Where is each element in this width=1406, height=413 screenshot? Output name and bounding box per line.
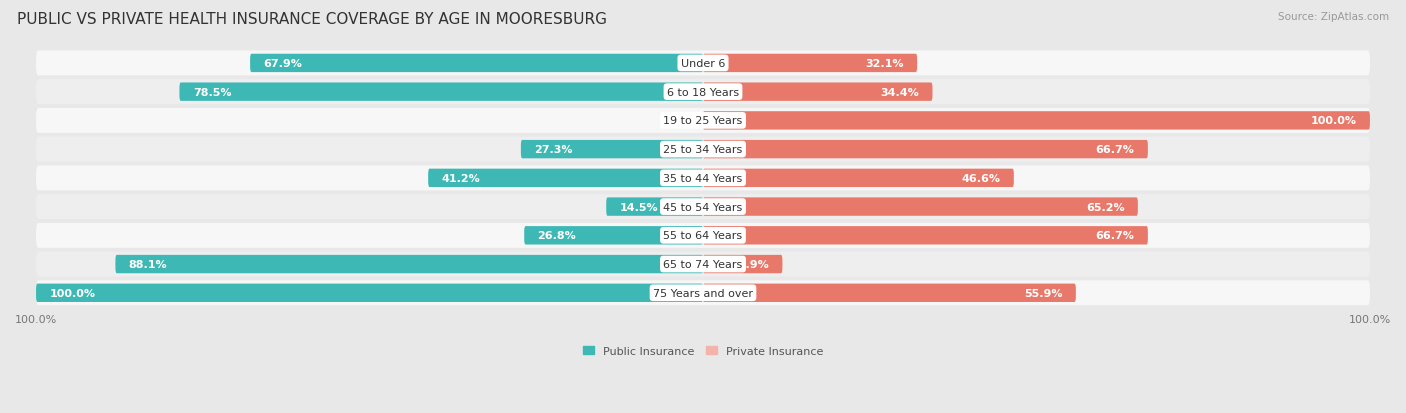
FancyBboxPatch shape: [37, 51, 1369, 76]
Text: 46.6%: 46.6%: [962, 173, 1001, 183]
Text: 27.3%: 27.3%: [534, 145, 572, 155]
FancyBboxPatch shape: [429, 169, 703, 188]
Text: 25 to 34 Years: 25 to 34 Years: [664, 145, 742, 155]
Text: 34.4%: 34.4%: [880, 88, 920, 97]
FancyBboxPatch shape: [37, 166, 1369, 191]
Text: PUBLIC VS PRIVATE HEALTH INSURANCE COVERAGE BY AGE IN MOORESBURG: PUBLIC VS PRIVATE HEALTH INSURANCE COVER…: [17, 12, 607, 27]
FancyBboxPatch shape: [703, 140, 1147, 159]
Text: 0.0%: 0.0%: [661, 116, 690, 126]
FancyBboxPatch shape: [703, 112, 1369, 130]
Text: 41.2%: 41.2%: [441, 173, 481, 183]
FancyBboxPatch shape: [180, 83, 703, 102]
Text: Under 6: Under 6: [681, 59, 725, 69]
FancyBboxPatch shape: [703, 55, 917, 73]
Text: 66.7%: 66.7%: [1095, 145, 1135, 155]
Text: 32.1%: 32.1%: [865, 59, 904, 69]
Text: 100.0%: 100.0%: [49, 288, 96, 298]
FancyBboxPatch shape: [37, 109, 1369, 133]
Text: 35 to 44 Years: 35 to 44 Years: [664, 173, 742, 183]
FancyBboxPatch shape: [703, 83, 932, 102]
Text: 26.8%: 26.8%: [537, 231, 576, 241]
FancyBboxPatch shape: [703, 284, 1076, 302]
Text: 67.9%: 67.9%: [263, 59, 302, 69]
FancyBboxPatch shape: [37, 195, 1369, 220]
FancyBboxPatch shape: [115, 255, 703, 273]
Text: 6 to 18 Years: 6 to 18 Years: [666, 88, 740, 97]
Text: 14.5%: 14.5%: [620, 202, 658, 212]
Text: Source: ZipAtlas.com: Source: ZipAtlas.com: [1278, 12, 1389, 22]
Text: 78.5%: 78.5%: [193, 88, 232, 97]
FancyBboxPatch shape: [703, 169, 1014, 188]
FancyBboxPatch shape: [606, 198, 703, 216]
Text: 55.9%: 55.9%: [1024, 288, 1063, 298]
FancyBboxPatch shape: [703, 227, 1147, 245]
FancyBboxPatch shape: [250, 55, 703, 73]
FancyBboxPatch shape: [520, 140, 703, 159]
FancyBboxPatch shape: [37, 284, 703, 302]
FancyBboxPatch shape: [37, 137, 1369, 162]
FancyBboxPatch shape: [37, 252, 1369, 277]
Text: 19 to 25 Years: 19 to 25 Years: [664, 116, 742, 126]
FancyBboxPatch shape: [703, 255, 782, 273]
Text: 65 to 74 Years: 65 to 74 Years: [664, 259, 742, 269]
Text: 11.9%: 11.9%: [730, 259, 769, 269]
Text: 66.7%: 66.7%: [1095, 231, 1135, 241]
FancyBboxPatch shape: [37, 80, 1369, 105]
Text: 45 to 54 Years: 45 to 54 Years: [664, 202, 742, 212]
Text: 75 Years and over: 75 Years and over: [652, 288, 754, 298]
FancyBboxPatch shape: [37, 280, 1369, 306]
Text: 55 to 64 Years: 55 to 64 Years: [664, 231, 742, 241]
Legend: Public Insurance, Private Insurance: Public Insurance, Private Insurance: [579, 342, 827, 361]
Text: 100.0%: 100.0%: [1310, 116, 1357, 126]
FancyBboxPatch shape: [524, 227, 703, 245]
FancyBboxPatch shape: [37, 223, 1369, 248]
Text: 88.1%: 88.1%: [129, 259, 167, 269]
FancyBboxPatch shape: [703, 198, 1137, 216]
Text: 65.2%: 65.2%: [1085, 202, 1125, 212]
